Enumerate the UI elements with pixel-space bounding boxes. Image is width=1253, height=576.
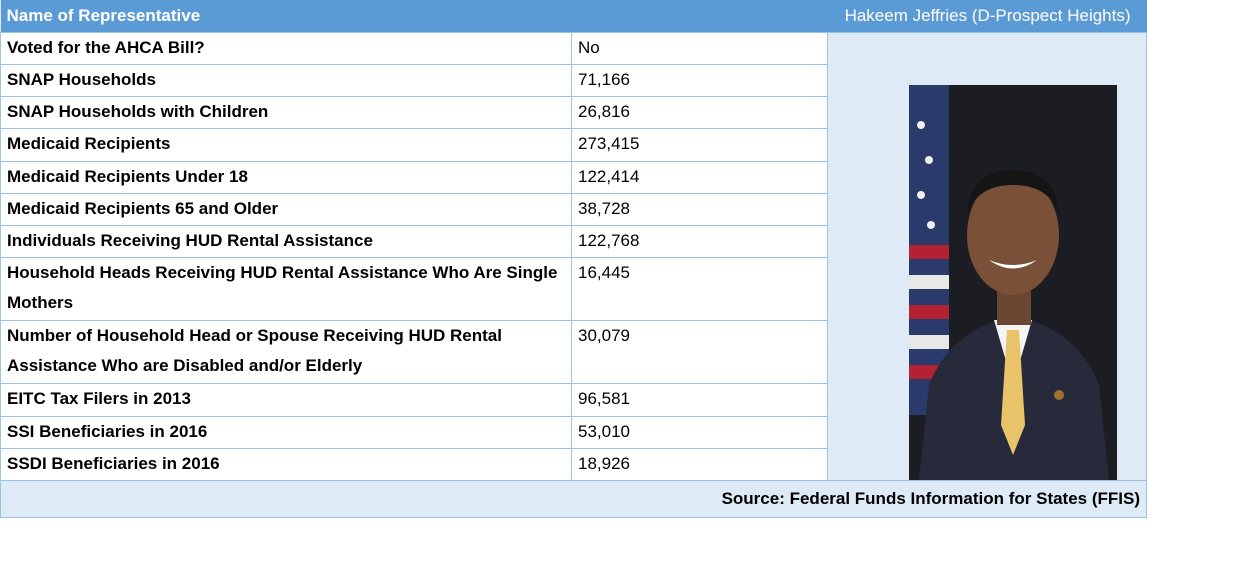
data-row: Number of Household Head or Spouse Recei… (0, 320, 1147, 385)
header-row: Name of Representative Hakeem Jeffries (… (0, 0, 1147, 33)
data-row: Individuals Receiving HUD Rental Assista… (0, 224, 1147, 258)
row-label: SNAP Households with Children (0, 96, 572, 130)
header-label: Name of Representative (0, 0, 572, 33)
row-label: Medicaid Recipients (0, 128, 572, 162)
row-label: Household Heads Receiving HUD Rental Ass… (0, 256, 572, 322)
table-body: Name of Representative Hakeem Jeffries (… (0, 0, 1148, 518)
row-label: SNAP Households (0, 64, 572, 98)
portrait-photo (909, 85, 1117, 480)
row-label: Number of Household Head or Spouse Recei… (0, 320, 572, 385)
row-label: SSI Beneficiaries in 2016 (0, 415, 572, 449)
row-value: 53,010 (571, 415, 828, 449)
row-value: 30,079 (571, 320, 828, 385)
data-row: Medicaid Recipients 65 and Older 38,728 (0, 192, 1147, 226)
row-label: Medicaid Recipients 65 and Older (0, 192, 572, 226)
row-label: Individuals Receiving HUD Rental Assista… (0, 224, 572, 258)
row-value: 122,414 (571, 160, 828, 194)
row-label: SSDI Beneficiaries in 2016 (0, 447, 572, 482)
row-label: Medicaid Recipients Under 18 (0, 160, 572, 194)
row-value: 96,581 (571, 383, 828, 417)
representative-table: Name of Representative Hakeem Jeffries (… (0, 0, 1148, 518)
header-value: Hakeem Jeffries (D-Prospect Heights) (571, 0, 1147, 33)
data-row: Voted for the AHCA Bill? No (0, 31, 1148, 481)
row-label: EITC Tax Filers in 2013 (0, 383, 572, 417)
row-value: 26,816 (571, 96, 828, 130)
row-value: No (571, 31, 828, 66)
data-row: SNAP Households 71,166 (0, 64, 1147, 98)
photo-cell (826, 32, 1148, 481)
data-row: SSI Beneficiaries in 2016 53,010 (0, 415, 1147, 449)
data-row: Household Heads Receiving HUD Rental Ass… (0, 256, 1147, 322)
row-label: Voted for the AHCA Bill? (0, 31, 572, 66)
data-row: Medicaid Recipients 273,415 (0, 128, 1147, 162)
data-row: SNAP Households with Children 26,816 (0, 96, 1147, 130)
data-row: SSDI Beneficiaries in 2016 18,926 (0, 447, 1147, 482)
row-value: 71,166 (571, 64, 828, 98)
source: Source: Federal Funds Information for St… (0, 480, 1148, 518)
row-value: 16,445 (571, 256, 828, 322)
row-value: 122,768 (571, 224, 828, 258)
row-value: 18,926 (571, 447, 828, 482)
row-value: 273,415 (571, 128, 828, 162)
data-row: EITC Tax Filers in 2013 96,581 (0, 383, 1147, 417)
source-row: Source: Federal Funds Information for St… (0, 480, 1148, 518)
row-value: 38,728 (571, 192, 828, 226)
